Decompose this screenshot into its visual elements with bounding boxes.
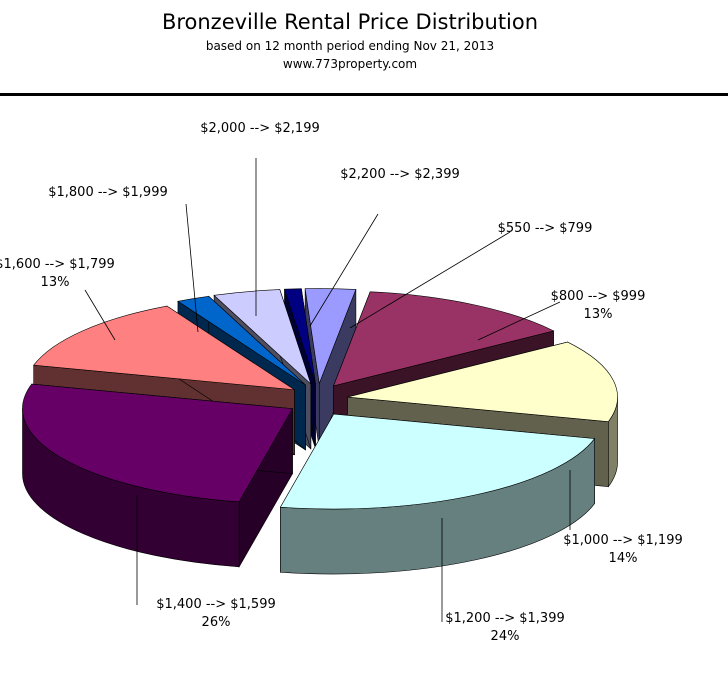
pie-slice-top-4 xyxy=(22,383,293,503)
chart-title: Bronzeville Rental Price Distribution xyxy=(161,10,539,34)
slice-percent-5: 13% xyxy=(41,275,70,290)
pie-slice-3 xyxy=(279,412,596,575)
slice-label-6: $1,800 --> $1,999 xyxy=(48,185,168,200)
leader-line-6 xyxy=(185,203,199,333)
slice-label-2: $1,000 --> $1,199 xyxy=(563,533,683,548)
chart-subtitle: based on 12 month period ending Nov 21, … xyxy=(205,39,495,53)
slice-percent-2: 14% xyxy=(609,551,638,566)
pie-slice-4 xyxy=(22,383,293,568)
leader-line-5 xyxy=(84,289,116,341)
slice-label-1: $800 --> $999 xyxy=(551,289,646,304)
leader-line-0 xyxy=(349,231,511,329)
slice-percent-3: 24% xyxy=(491,629,520,644)
pie-slice-top-2 xyxy=(347,341,618,422)
slice-label-4: $1,400 --> $1,599 xyxy=(156,597,276,612)
website-url: www.773property.com xyxy=(282,57,418,71)
slice-percent-1: 13% xyxy=(584,307,613,322)
pie-slice-top-6 xyxy=(177,295,306,386)
leader-line-1 xyxy=(477,301,561,341)
pie-slice-top-7 xyxy=(213,289,312,385)
slice-label-7: $2,000 --> $2,199 xyxy=(200,121,320,136)
slice-percent-4: 26% xyxy=(202,615,231,630)
slice-label-3: $1,200 --> $1,399 xyxy=(445,611,565,626)
pie-slice-top-8 xyxy=(284,288,316,384)
pie-slice-top-0 xyxy=(304,288,357,385)
slice-label-0: $550 --> $799 xyxy=(498,221,593,236)
pie-slice-top-3 xyxy=(279,413,596,510)
slice-label-5: $1,600 --> $1,799 xyxy=(0,257,115,272)
leader-line-8 xyxy=(309,213,379,327)
pie-slice-top-5 xyxy=(33,305,295,391)
pie-slice-top-1 xyxy=(333,291,555,387)
header-divider xyxy=(0,93,728,96)
slice-label-8: $2,200 --> $2,399 xyxy=(340,167,460,182)
